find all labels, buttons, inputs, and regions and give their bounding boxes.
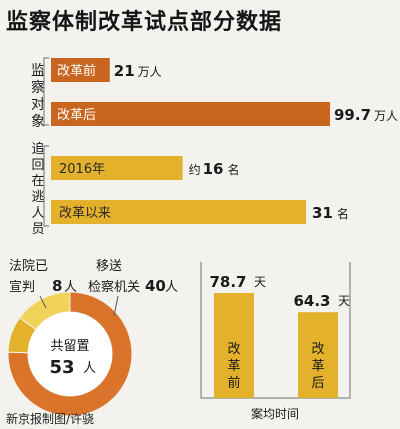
bar-category-label: 改革后 (57, 108, 96, 123)
vertical-bars-frame (200, 262, 351, 399)
donut-label-line1: 移送 (96, 259, 122, 274)
bar-fugitives-0 (51, 156, 183, 180)
bar-category-char: 改 (311, 342, 324, 357)
bar-fugitives-1 (51, 200, 306, 224)
bar-unit-label: 万人 (138, 65, 162, 79)
axis-label-x: 案均时间 (251, 406, 299, 421)
bar-category-char: 改 (227, 342, 240, 357)
donut-hole (28, 312, 112, 396)
bar-unit-label: 天 (338, 294, 350, 308)
group-bracket-supervision (43, 57, 49, 126)
bar-value-label: 31 (312, 204, 333, 222)
donut-label-unit: 人 (64, 280, 77, 295)
donut-label-line1: 法院已 (9, 259, 48, 274)
bar-category-label: 2016年 (59, 162, 105, 177)
bar-unit-label: 名 (337, 206, 349, 221)
bar-value-prefix: 约 (189, 162, 201, 177)
donut-leader-line (39, 295, 47, 309)
group-label-fugitives-char: 员 (31, 222, 44, 237)
bar-unit-label: 天 (254, 275, 266, 289)
vertical-bar-1 (298, 312, 338, 398)
bar-supervision-1 (51, 102, 330, 126)
group-label-supervision-char: 对 (31, 97, 45, 113)
group-label-supervision-char: 察 (31, 79, 45, 96)
donut-label-line2: 宣判 (9, 279, 35, 295)
group-bracket-fugitives (43, 145, 49, 227)
infographic-title: 监察体制改革试点部分数据 (6, 10, 283, 35)
donut-center-value: 53 (49, 357, 74, 378)
group-label-fugitives-char: 追 (31, 141, 44, 157)
donut-label-value: 8 (52, 277, 62, 295)
vertical-bar-0 (214, 293, 254, 398)
donut-leader-line (113, 295, 119, 317)
bar-category-char: 前 (227, 375, 240, 391)
bar-value-label: 64.3 (293, 292, 330, 310)
bar-category-label: 改革以来 (59, 206, 111, 221)
group-label-supervision-char: 象 (31, 114, 45, 130)
donut-label-line2: 检察机关 (88, 280, 140, 295)
group-label-fugitives-char: 人 (31, 206, 44, 221)
bar-value-label: 16 (203, 160, 224, 178)
credit-text: 新京报制图/许骁 (6, 411, 94, 426)
bar-supervision-0 (51, 58, 110, 82)
donut-center-label: 共留置 (50, 339, 89, 354)
group-label-supervision-char: 监 (31, 63, 45, 79)
group-label-fugitives-char: 逃 (31, 190, 44, 205)
bar-category-char: 后 (311, 376, 324, 391)
donut-center-unit: 人 (83, 361, 96, 376)
bar-value-label: 99.7 (334, 106, 371, 124)
bar-category-char: 革 (311, 359, 324, 374)
bar-value-label: 78.7 (209, 273, 246, 291)
bar-unit-label: 名 (228, 162, 240, 177)
bar-category-label: 改革前 (57, 63, 96, 79)
bar-unit-label: 万人 (374, 109, 398, 123)
donut-label-value: 40 (145, 277, 166, 295)
group-label-fugitives-char: 回 (31, 158, 44, 173)
group-label-fugitives-char: 在 (31, 174, 44, 189)
bar-value-label: 21 (114, 62, 135, 80)
donut-label-unit: 人 (165, 280, 178, 295)
bar-category-char: 革 (227, 359, 240, 374)
